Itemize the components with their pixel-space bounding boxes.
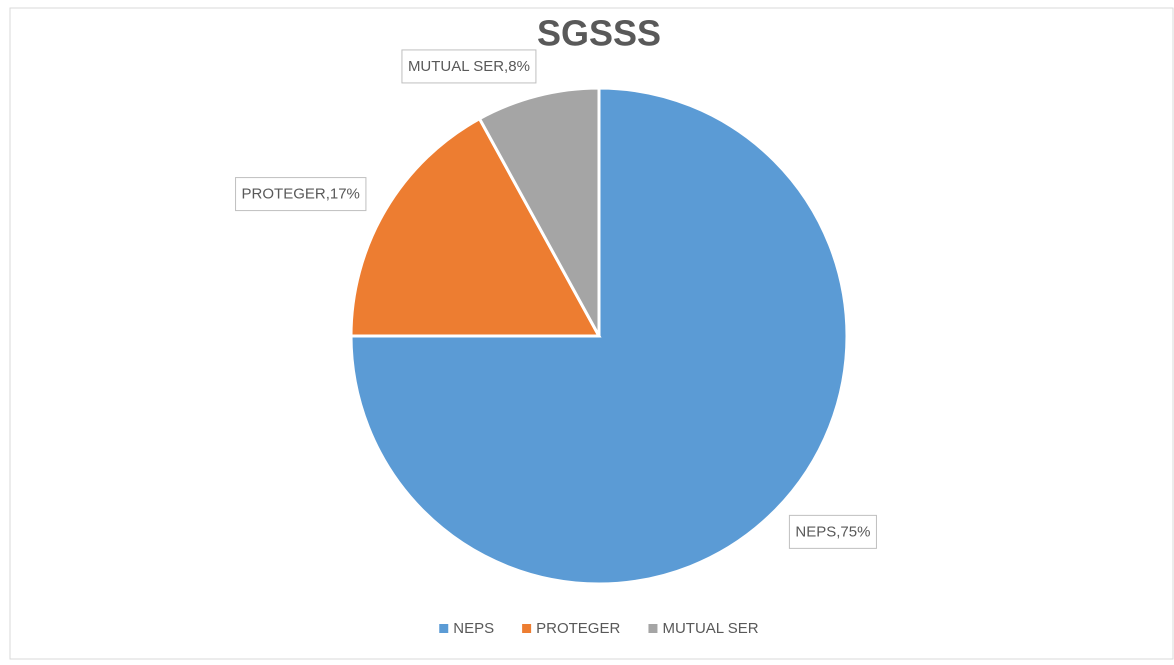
data-label-box (401, 49, 537, 84)
legend-item: PROTEGER (522, 620, 620, 637)
legend-label: MUTUAL SER (662, 620, 758, 637)
pie-slice (477, 86, 601, 337)
data-label-text: PROTEGER,17% (242, 186, 360, 203)
data-label: MUTUAL SER,8% (401, 49, 537, 84)
chart-title: SGSSS (537, 13, 661, 54)
data-label-box (788, 514, 877, 549)
legend-marker (522, 624, 532, 633)
legend-marker (648, 624, 658, 633)
data-label-text: MUTUAL SER,8% (408, 58, 530, 75)
legend-label: NEPS (453, 620, 494, 637)
legend-item: NEPS (439, 620, 494, 637)
legend-marker (439, 624, 449, 633)
data-label-text: NEPS,75% (795, 523, 870, 540)
data-label: NEPS,75% (788, 514, 877, 549)
legend-label: PROTEGER (536, 620, 620, 637)
data-label-box (235, 177, 367, 212)
data-label: PROTEGER,17% (235, 177, 367, 212)
pie-slice (349, 116, 602, 338)
legend-item: MUTUAL SER (648, 620, 759, 637)
